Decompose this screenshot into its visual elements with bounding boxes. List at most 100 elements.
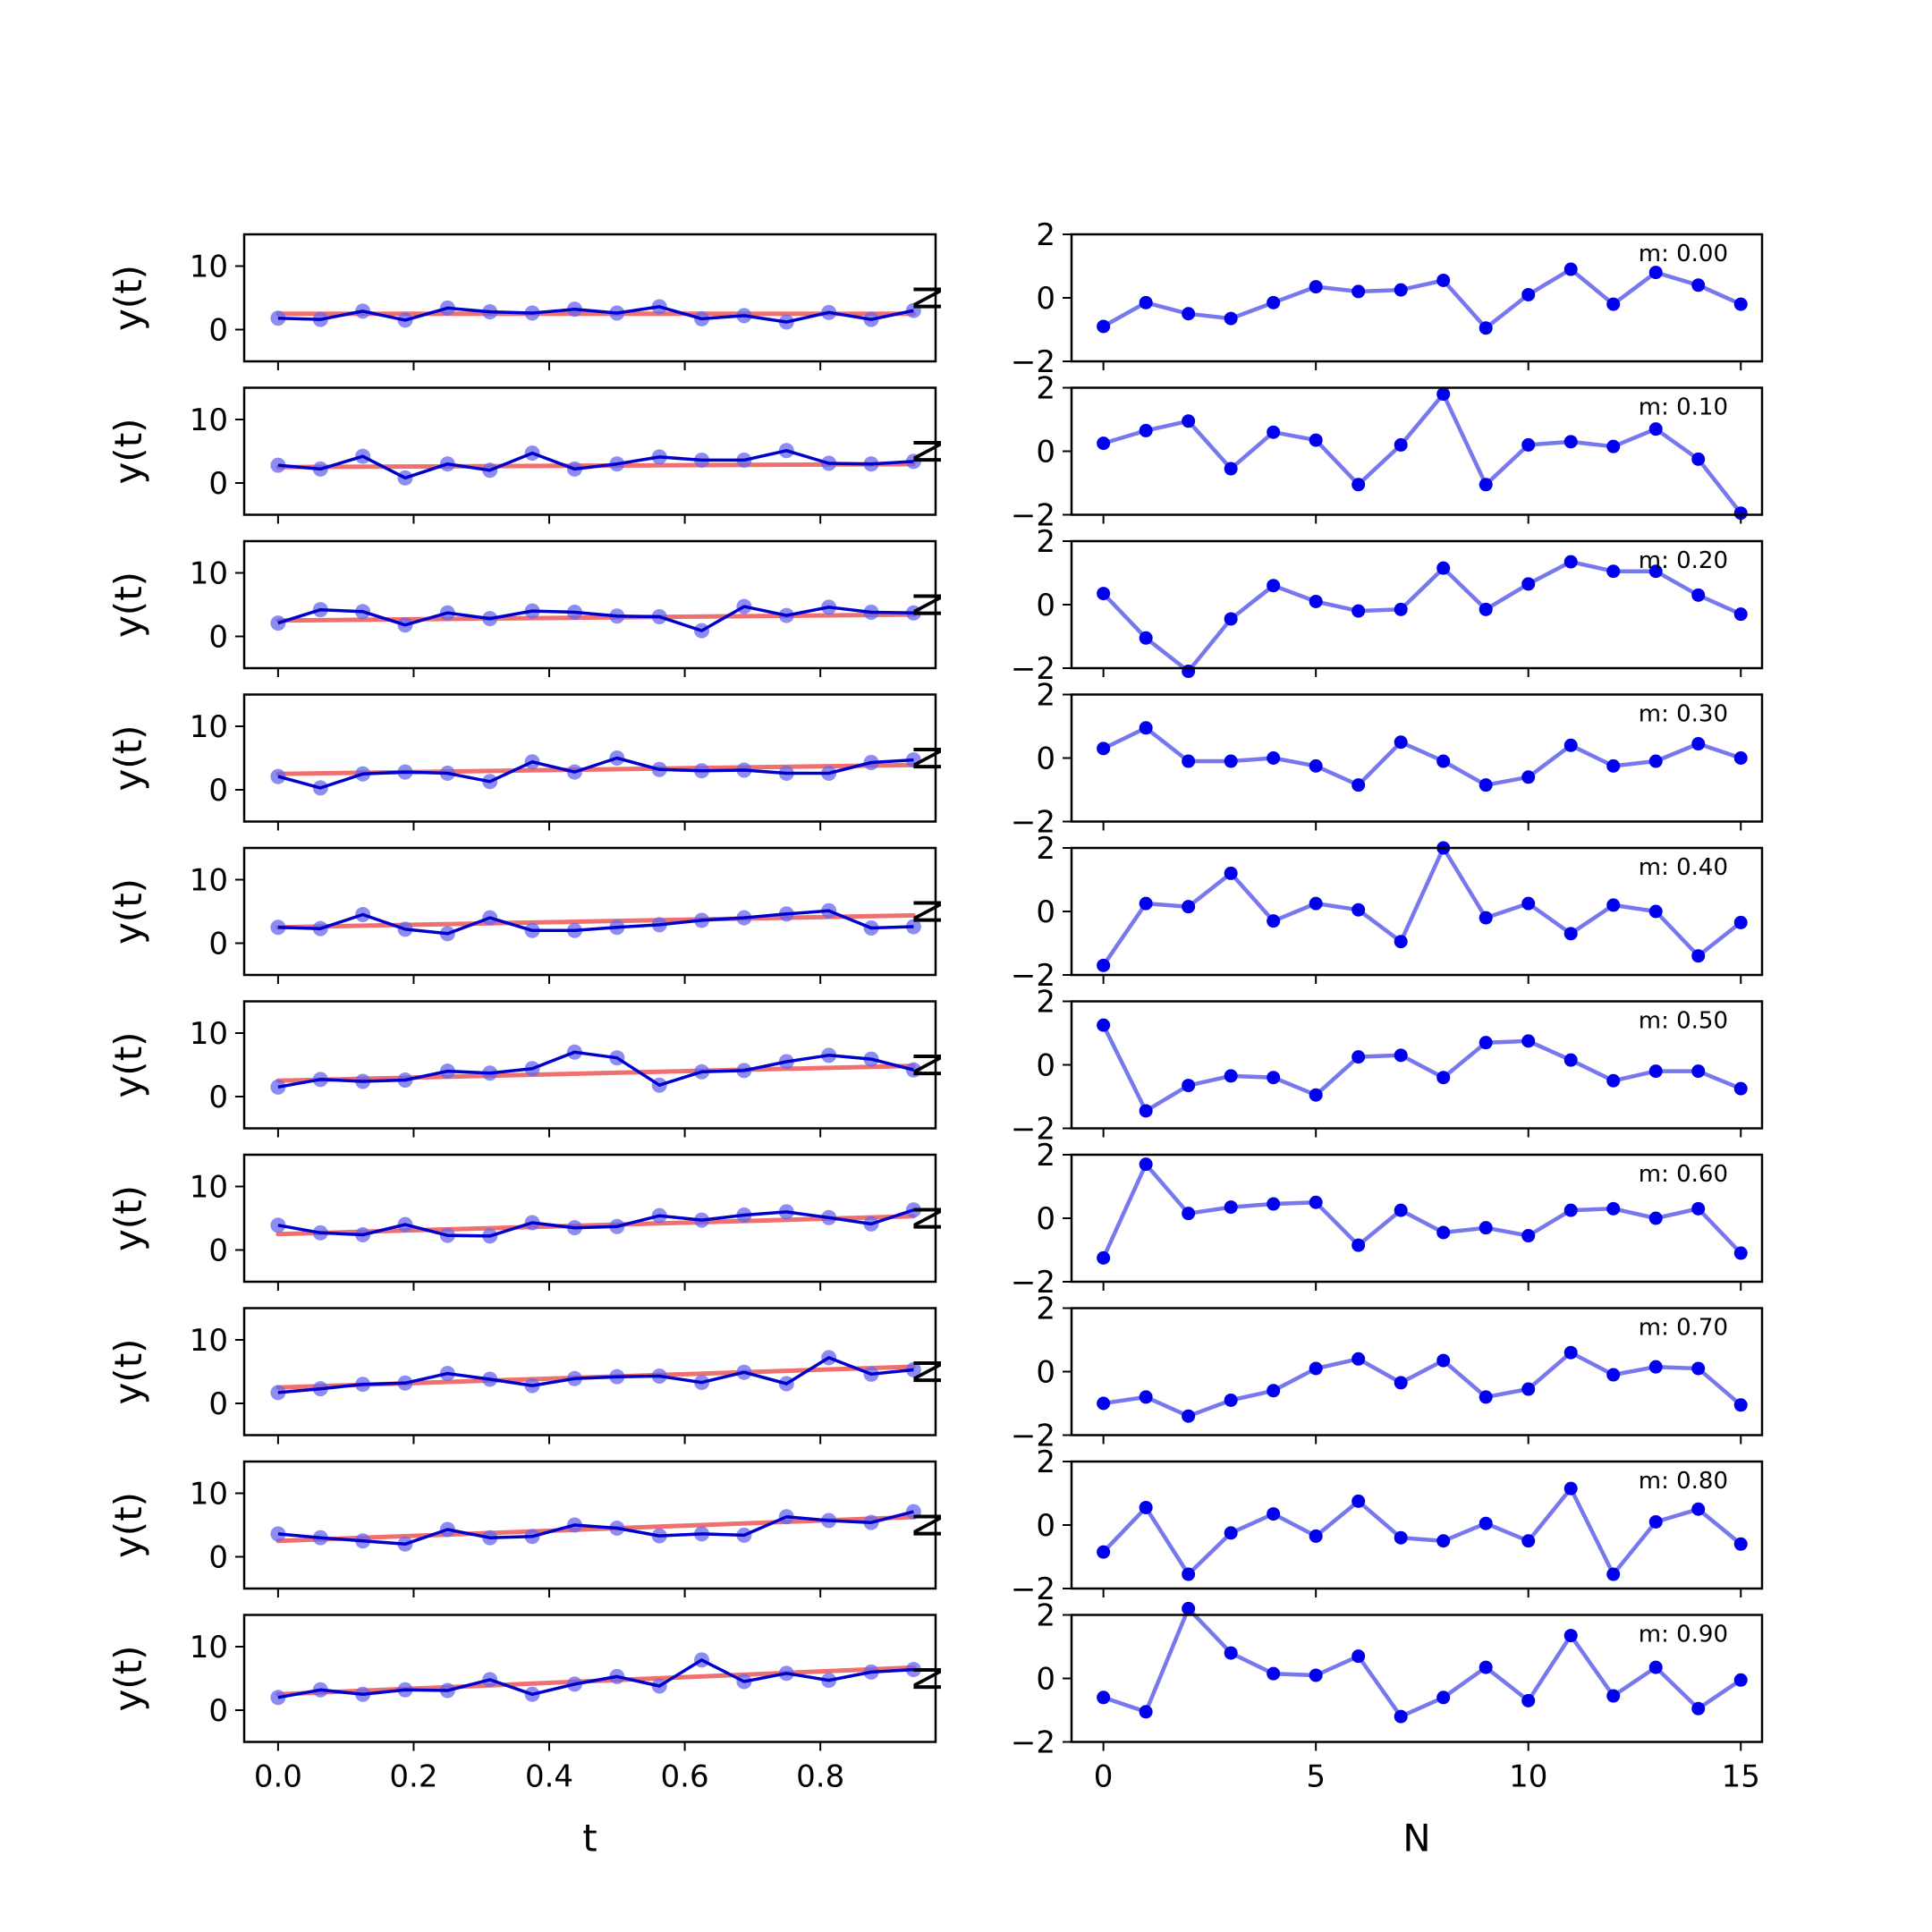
y-axis-label: y(t) — [106, 572, 150, 638]
data-point — [1606, 898, 1621, 912]
data-point — [1224, 1393, 1238, 1407]
x-tick-label: 0 — [1094, 1759, 1114, 1795]
data-point — [1097, 587, 1111, 601]
series-line — [1101, 1486, 1742, 1577]
data-point — [1479, 778, 1493, 792]
data-point — [1267, 425, 1281, 439]
y-tick-label: 0 — [208, 1540, 228, 1576]
x-axis-label: N — [1402, 1817, 1430, 1860]
data-point — [1436, 273, 1451, 287]
y-axis-label: y(t) — [106, 1185, 150, 1251]
axes-frame — [242, 1153, 937, 1284]
y-tick-label: −2 — [1011, 1419, 1055, 1454]
data-point — [1097, 319, 1111, 334]
data-point — [1521, 1382, 1536, 1396]
data-point — [1648, 266, 1663, 280]
slope-annotation: m: 0.30 — [1639, 701, 1728, 728]
data-point — [1733, 1537, 1748, 1551]
y-tick-label: 2 — [1036, 985, 1055, 1021]
data-point — [1563, 738, 1578, 752]
data-point — [1139, 1104, 1153, 1118]
data-point — [1436, 1353, 1451, 1368]
y-tick-label: 0 — [1036, 1048, 1055, 1084]
data-point — [1479, 1036, 1493, 1050]
data-point — [1606, 564, 1621, 579]
data-point — [1521, 287, 1536, 301]
y-tick-label: −2 — [1011, 1725, 1055, 1761]
y-tick-label: 2 — [1036, 217, 1055, 253]
series-line — [1102, 392, 1742, 515]
data-point — [270, 457, 286, 473]
data-point — [1479, 321, 1493, 335]
y-tick-label: 10 — [190, 1630, 228, 1665]
x-tick-label: 0.8 — [796, 1759, 844, 1795]
y-tick-label: 0 — [1036, 588, 1055, 623]
right-panel-0: −2 0 2 m: 0.00 N — [906, 217, 1764, 380]
y-tick-label: 2 — [1036, 1598, 1055, 1634]
series-line — [277, 1510, 914, 1546]
y-tick-label: 0 — [208, 313, 228, 349]
data-point — [1479, 478, 1493, 492]
series-line — [277, 1208, 914, 1238]
right-panel-4: −2 0 2 m: 0.40 N — [906, 831, 1764, 994]
data-point — [270, 1217, 286, 1233]
data-point — [1267, 1666, 1281, 1681]
y-axis-label: y(t) — [106, 1645, 150, 1711]
slope-annotation: m: 0.20 — [1639, 547, 1728, 574]
y-tick-label: 10 — [190, 1016, 228, 1052]
data-point — [1097, 1396, 1111, 1411]
data-point — [1139, 631, 1153, 645]
series-line — [277, 605, 914, 632]
y-tick-label: 2 — [1036, 1292, 1055, 1327]
left-panel-5: 0 10 y(t) — [106, 1000, 937, 1138]
y-tick-label: −2 — [1011, 1572, 1055, 1607]
data-point — [1648, 1064, 1663, 1079]
y-tick-label: 0 — [208, 620, 228, 656]
data-point — [1691, 1361, 1706, 1376]
y-axis-label: y(t) — [106, 418, 150, 484]
data-point — [1394, 1048, 1408, 1063]
data-point — [1479, 1516, 1493, 1530]
data-point — [1563, 435, 1578, 449]
data-point — [1521, 577, 1536, 591]
data-point — [1563, 1629, 1578, 1643]
data-point — [1691, 278, 1706, 292]
trend-line — [275, 1063, 916, 1083]
series-line — [277, 449, 914, 480]
y-axis-label: N — [906, 590, 950, 618]
y-tick-label: 0 — [1036, 894, 1055, 930]
data-point — [1648, 1660, 1663, 1674]
data-point — [270, 1690, 286, 1706]
axes-frame — [242, 1307, 937, 1436]
data-point — [1309, 280, 1323, 294]
data-point — [1691, 1201, 1706, 1216]
data-point — [1267, 1384, 1281, 1398]
data-point — [1182, 665, 1196, 679]
y-axis-label: N — [906, 437, 950, 465]
data-point — [1267, 1071, 1281, 1085]
data-point — [1182, 1567, 1196, 1581]
x-tick-label: 5 — [1306, 1759, 1326, 1795]
left-panel-8: 0 10 y(t) — [106, 1460, 937, 1597]
data-point — [1352, 902, 1366, 917]
y-axis-label: N — [906, 1358, 950, 1385]
y-tick-label: 10 — [190, 1323, 228, 1359]
y-axis-label: y(t) — [106, 1492, 150, 1558]
data-point — [1436, 1534, 1451, 1548]
slope-annotation: m: 0.80 — [1639, 1468, 1728, 1495]
data-point — [1097, 1250, 1111, 1265]
data-point — [1224, 311, 1238, 326]
data-point — [1479, 1660, 1493, 1674]
y-tick-label: 0 — [1036, 1662, 1055, 1698]
data-point — [1648, 1211, 1663, 1225]
x-tick-label: 15 — [1722, 1759, 1760, 1795]
y-tick-label: 0 — [208, 466, 228, 502]
data-point — [1139, 423, 1153, 437]
data-point — [1352, 1352, 1366, 1366]
data-point — [1436, 1071, 1451, 1085]
data-point — [1224, 1646, 1238, 1660]
series-line — [1103, 1350, 1742, 1419]
y-tick-label: −2 — [1011, 344, 1055, 380]
data-point — [1267, 914, 1281, 928]
